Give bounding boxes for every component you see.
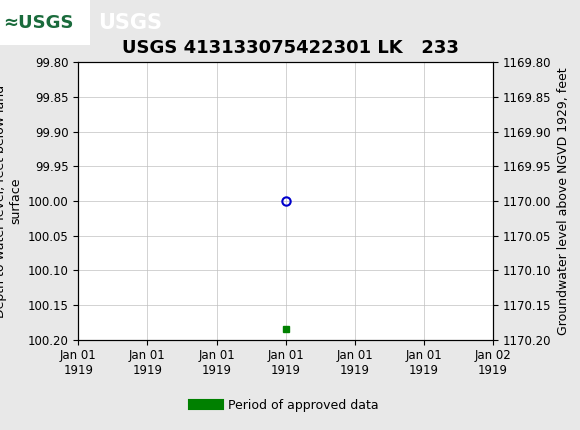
- Y-axis label: Depth to water level, feet below land
surface: Depth to water level, feet below land su…: [0, 84, 22, 318]
- Legend: Period of approved data: Period of approved data: [188, 393, 383, 417]
- Text: ≈USGS: ≈USGS: [3, 14, 74, 31]
- Y-axis label: Groundwater level above NGVD 1929, feet: Groundwater level above NGVD 1929, feet: [557, 67, 570, 335]
- Text: USGS: USGS: [99, 12, 162, 33]
- Text: USGS 413133075422301 LK   233: USGS 413133075422301 LK 233: [122, 39, 458, 57]
- Bar: [0, 0, 90, 45]
